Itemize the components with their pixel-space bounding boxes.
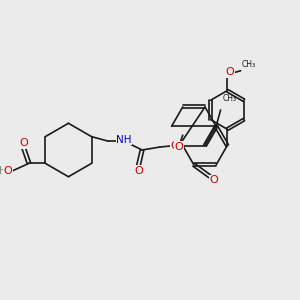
- Text: O: O: [3, 166, 12, 176]
- Text: H: H: [0, 166, 7, 176]
- Text: O: O: [19, 139, 28, 148]
- Text: O: O: [175, 142, 184, 152]
- Text: CH₃: CH₃: [223, 94, 237, 103]
- Text: O: O: [170, 140, 179, 151]
- Text: NH: NH: [116, 135, 132, 145]
- Text: O: O: [170, 140, 179, 151]
- Text: O: O: [209, 175, 218, 185]
- Text: CH₃: CH₃: [242, 60, 256, 69]
- Text: O: O: [134, 166, 143, 176]
- Text: O: O: [225, 67, 234, 77]
